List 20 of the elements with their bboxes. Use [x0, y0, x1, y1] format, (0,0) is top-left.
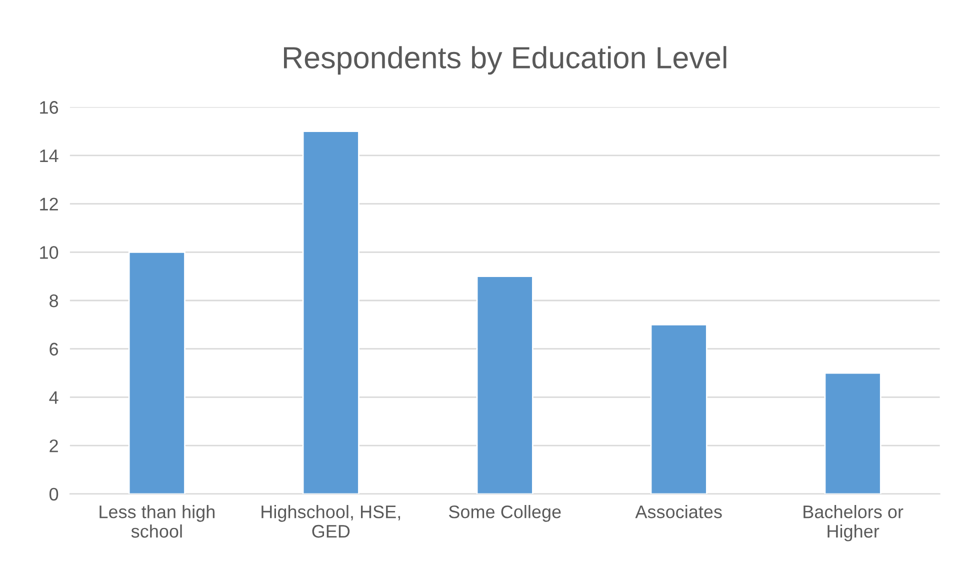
y-tick-label: 2 — [50, 439, 58, 452]
y-tick-label: 10 — [40, 246, 58, 259]
bar — [650, 324, 708, 494]
y-tick-label: 14 — [40, 150, 58, 162]
bar — [302, 130, 360, 494]
x-tick-label: Less than high school — [100, 505, 214, 538]
x-tick-label: Associates — [635, 505, 722, 518]
y-tick-label: 6 — [50, 342, 58, 356]
y-tick-label: 8 — [50, 294, 58, 308]
chart-title: Respondents by Education Level — [284, 46, 726, 75]
x-tick-label: Highschool, HSE, GED — [262, 505, 400, 538]
y-tick-label: 12 — [40, 198, 58, 210]
bar — [476, 276, 534, 494]
x-tick-label: Some College — [448, 505, 561, 522]
y-tick-label: 4 — [49, 391, 58, 404]
y-tick-label: 0 — [49, 488, 58, 501]
bar — [128, 251, 186, 494]
y-tick-label: 16 — [40, 101, 58, 114]
x-tick-label: Bachelors or Higher — [804, 505, 904, 542]
bar — [824, 372, 882, 494]
